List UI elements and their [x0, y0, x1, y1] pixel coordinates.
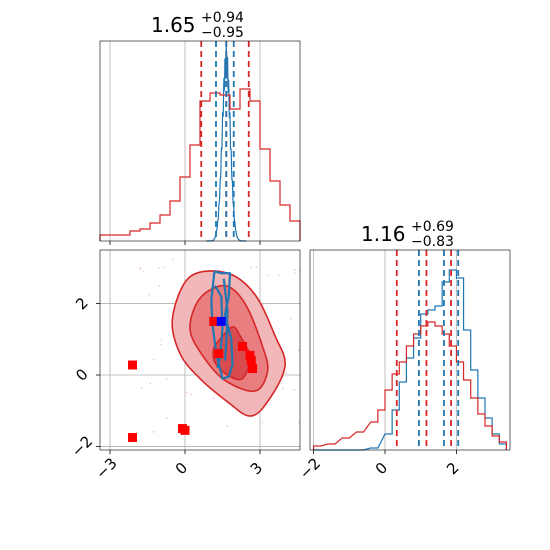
joint-sample-dot	[140, 386, 143, 389]
joint-red-marker	[128, 360, 137, 370]
joint-sample-dot	[294, 269, 296, 271]
joint-red-marker	[180, 425, 190, 435]
hist-panel-top-left	[99, 40, 301, 245]
joint-blue-contour	[214, 285, 224, 369]
joint-sample-dot	[160, 339, 163, 342]
joint-sample-dot	[139, 268, 142, 271]
hist-right-red-series	[312, 321, 508, 450]
joint-sample-dot	[149, 382, 152, 385]
hist-panel-bottom-right: −2 0 2	[296, 249, 511, 483]
joint-x-tick-label: 0	[172, 459, 191, 478]
joint-blue-contour	[222, 278, 229, 361]
joint-red-marker	[245, 350, 255, 360]
hist-top-frame	[99, 40, 301, 242]
joint-sample-dot	[266, 274, 269, 277]
joint-sample-dot	[165, 417, 168, 420]
joint-sample-dot	[142, 270, 145, 273]
joint-sample-dot	[250, 266, 253, 269]
hist-right-frame	[309, 249, 511, 451]
joint-sample-dot	[255, 266, 258, 268]
joint-sample-dot	[285, 371, 288, 374]
joint-sample-dot	[158, 267, 161, 269]
title-right-minus: −0.83	[411, 234, 454, 250]
joint-sample-dot	[226, 425, 229, 428]
joint-red-marker	[248, 364, 257, 374]
joint-red-marker	[246, 356, 256, 366]
joint-sample-dot	[298, 421, 300, 424]
joint-sample-dot	[297, 349, 300, 352]
joint-red-marker	[209, 316, 219, 326]
joint-sample-dot	[293, 389, 296, 392]
title-right-value: 1.16	[361, 222, 406, 246]
joint-sample-dot	[172, 258, 174, 261]
joint-red-marker	[128, 433, 137, 442]
joint-sample-dot	[158, 284, 161, 287]
joint-sample-dot	[261, 421, 264, 424]
joint-blue-marker	[216, 316, 226, 326]
hist-right-x-tick-label: 2	[443, 459, 462, 478]
joint-x-tick-label: −3	[92, 454, 120, 482]
hist-top-red-series	[99, 88, 301, 241]
joint-x-tick-label: 3	[247, 459, 266, 478]
hist-right-x-tick-label: 0	[372, 459, 391, 478]
joint-frame	[99, 249, 301, 451]
joint-sample-dot	[148, 293, 151, 296]
title-right-plus: +0.69	[411, 219, 454, 235]
joint-sample-dot	[139, 266, 141, 269]
joint-sample-dot	[282, 388, 284, 390]
joint-red-marker	[238, 341, 247, 351]
joint-sample-dot	[152, 430, 155, 433]
joint-sample-dot	[189, 393, 192, 396]
joint-sample-dot	[159, 343, 162, 346]
hist-right-blue-series	[313, 269, 508, 451]
joint-y-tick-label: 2	[72, 294, 91, 313]
hist-right-x-tick-label: −2	[296, 454, 324, 482]
joint-red-marker	[214, 349, 224, 359]
joint-y-tick-label: 0	[72, 365, 91, 384]
title-top-plus: +0.94	[201, 10, 244, 26]
joint-y-tick-label: −2	[68, 432, 96, 460]
joint-sample-dot	[212, 396, 215, 399]
joint-sample-dot	[278, 274, 280, 277]
joint-sample-dot	[293, 272, 296, 275]
joint-sample-dot	[163, 266, 166, 269]
joint-sample-dot	[165, 378, 168, 380]
joint-sample-dot	[185, 391, 188, 394]
joint-panel-bottom-left: −3 0 3 −2 0 2	[68, 249, 301, 483]
title-top-minus: −0.95	[201, 25, 244, 41]
joint-sample-dot	[290, 317, 292, 320]
joint-sample-dot	[152, 358, 155, 361]
title-top-value: 1.65	[151, 13, 196, 37]
